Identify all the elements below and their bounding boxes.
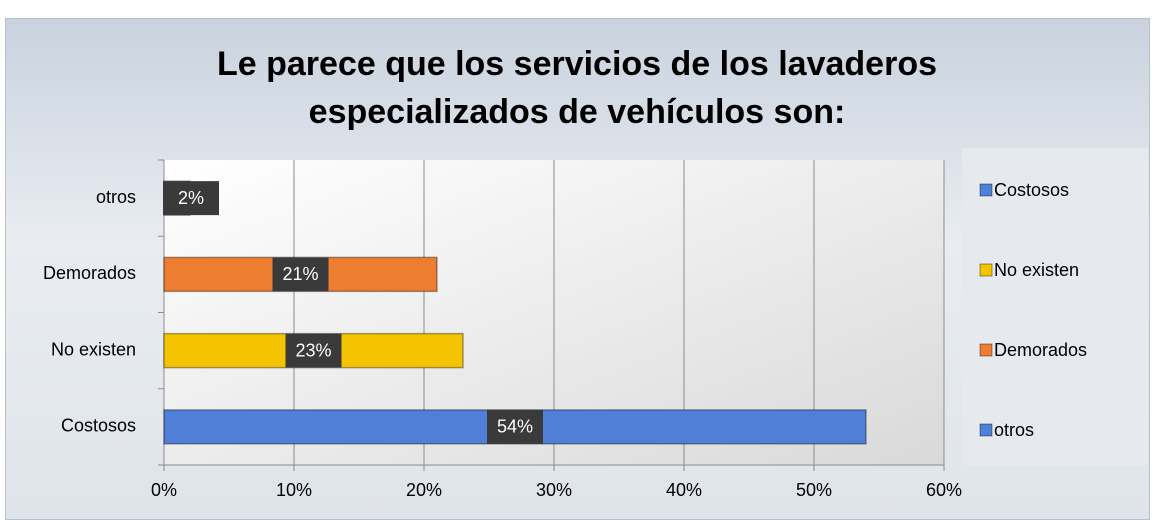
y-tick-label: Costosos <box>61 416 136 436</box>
y-tick-label: No existen <box>51 339 136 359</box>
x-tick-label: 20% <box>406 480 442 500</box>
data-label: 54% <box>497 417 533 437</box>
data-label: 23% <box>295 340 331 360</box>
legend-label: Demorados <box>994 340 1087 360</box>
legend-label: Costosos <box>994 180 1069 200</box>
x-tick-label: 40% <box>666 480 702 500</box>
x-tick-label: 60% <box>926 480 962 500</box>
legend-box <box>962 148 1148 465</box>
data-label: 21% <box>282 264 318 284</box>
x-tick-label: 50% <box>796 480 832 500</box>
y-tick-label: otros <box>96 187 136 207</box>
legend-label: otros <box>994 420 1034 440</box>
x-tick-label: 10% <box>276 480 312 500</box>
x-tick-label: 0% <box>151 480 177 500</box>
data-label-box <box>272 257 329 292</box>
data-label-box <box>487 409 543 444</box>
legend-label: No existen <box>994 260 1079 280</box>
x-tick-label: 30% <box>536 480 572 500</box>
chart-title: Le parece que los servicios de los lavad… <box>216 45 937 131</box>
legend-swatch <box>979 263 993 277</box>
data-label-box <box>285 333 342 368</box>
data-label: 2% <box>178 188 204 208</box>
data-label-box <box>163 181 219 216</box>
y-tick-label: Demorados <box>43 263 136 283</box>
legend-swatch <box>979 343 993 357</box>
legend-swatch <box>979 183 993 197</box>
legend-swatch <box>979 423 993 437</box>
